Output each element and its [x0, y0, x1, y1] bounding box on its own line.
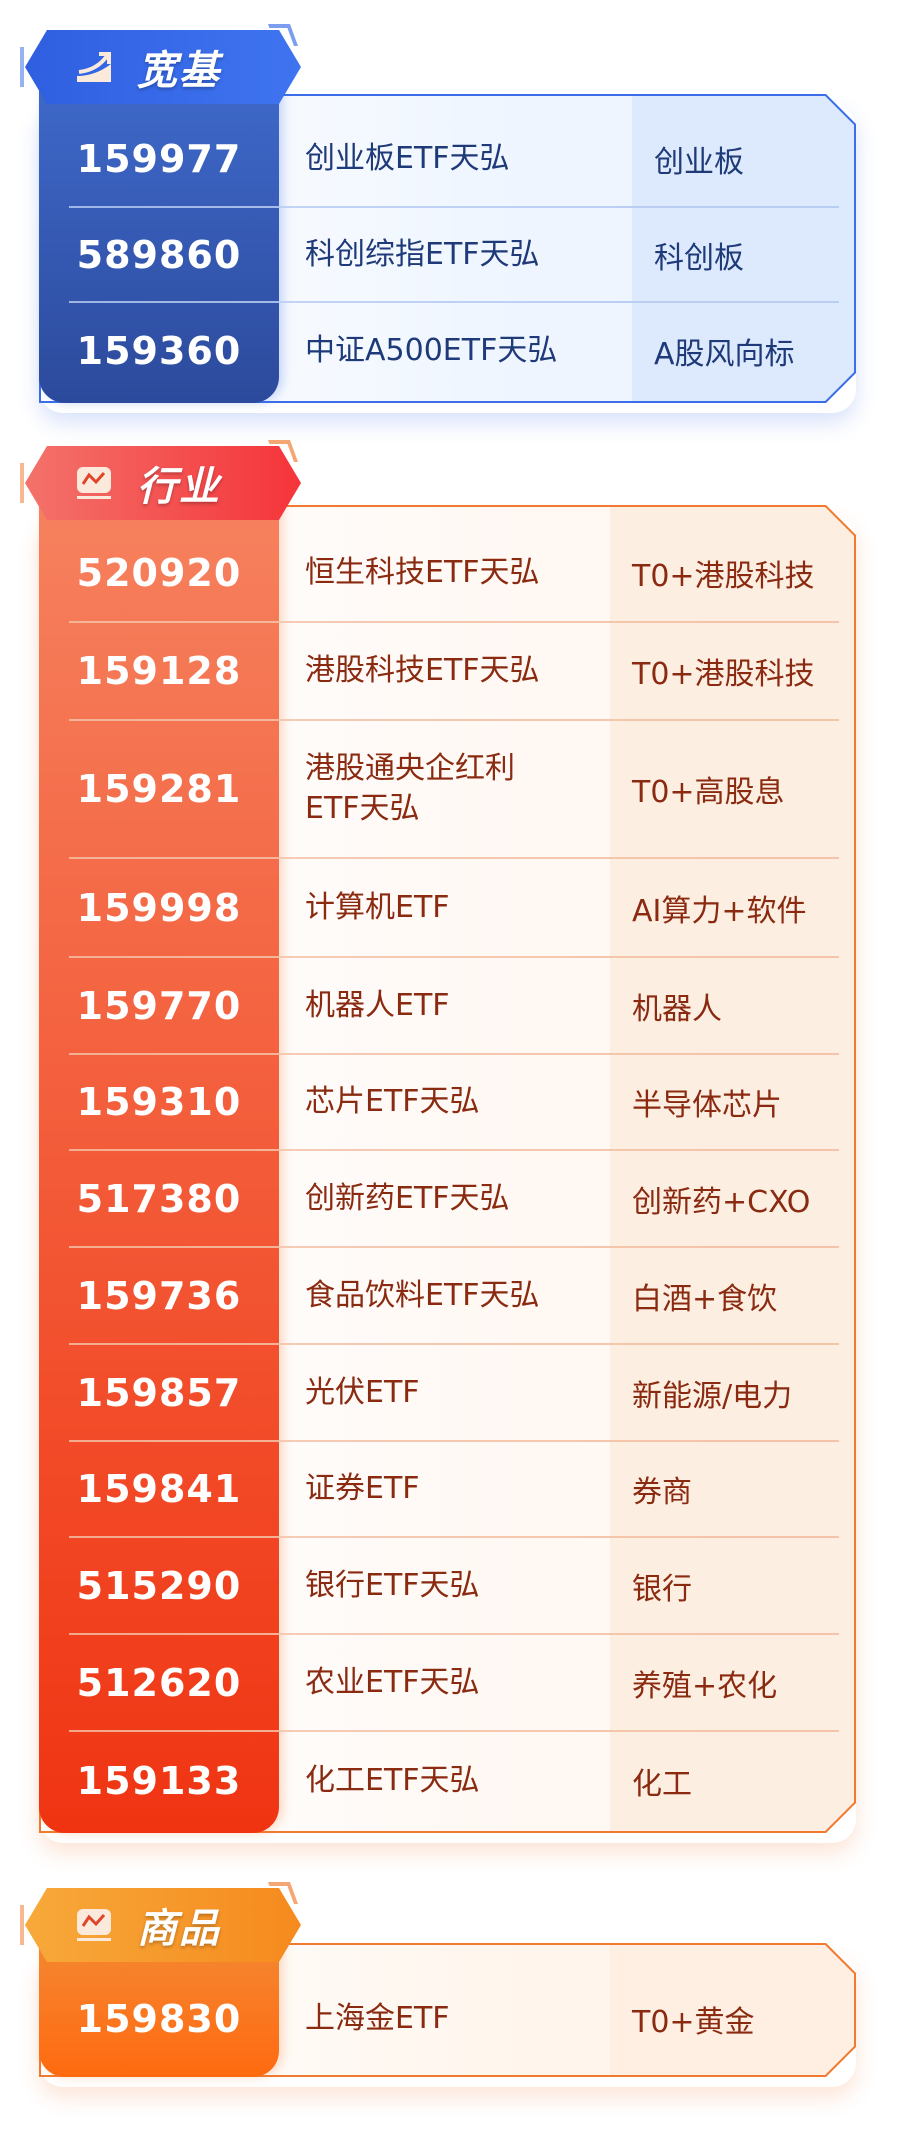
etf-row[interactable]: 159736 食品饮料ETF天弘 白酒+食饮 — [39, 1247, 856, 1344]
etf-name: 港股通央企红利 ETF天弘 — [305, 751, 515, 826]
etf-category: 科创板 — [654, 240, 744, 276]
code-column — [39, 486, 279, 1833]
section-label: 宽基 — [25, 30, 301, 104]
tag-column-bg — [610, 1945, 854, 2075]
row-divider — [69, 1149, 839, 1151]
row-divider — [69, 206, 839, 208]
etf-category: T0+高股息 — [632, 775, 785, 810]
row-divider — [69, 621, 839, 623]
etf-category: 白酒+食饮 — [632, 1281, 778, 1317]
etf-code: 159830 — [76, 1996, 242, 2041]
row-divider — [69, 1440, 839, 1442]
etf-name: 港股科技ETF天弘 — [305, 653, 540, 688]
row-divider — [69, 857, 839, 859]
row-divider — [69, 1536, 839, 1538]
section-title: 商品 — [137, 1906, 221, 1952]
etf-name: 芯片ETF天弘 — [305, 1084, 480, 1119]
etf-name: 化工ETF天弘 — [305, 1762, 480, 1798]
etf-code: 159841 — [76, 1467, 242, 1511]
etf-category: T0+黄金 — [632, 2004, 755, 2040]
etf-row[interactable]: 159128 港股科技ETF天弘 T0+港股科技 — [39, 622, 856, 720]
etf-name: 证券ETF — [305, 1471, 420, 1506]
row-divider — [69, 301, 839, 303]
etf-name: 农业ETF天弘 — [305, 1664, 480, 1700]
etf-name: 光伏ETF — [305, 1374, 420, 1410]
etf-row[interactable]: 159360 中证A500ETF天弘 A股风向标 — [39, 302, 856, 400]
etf-row[interactable]: 515290 银行ETF天弘 银行 — [39, 1537, 856, 1634]
etf-category: 创新药+CXO — [632, 1184, 811, 1220]
etf-name: 科创综指ETF天弘 — [305, 236, 540, 272]
etf-code: 159310 — [76, 1080, 242, 1124]
code-column — [39, 70, 279, 403]
trend-up-icon — [75, 50, 113, 84]
etf-code: 159128 — [76, 649, 242, 693]
section-title: 行业 — [137, 464, 221, 510]
tag-column-bg — [632, 96, 854, 401]
etf-name: 中证A500ETF天弘 — [305, 333, 558, 368]
etf-category: 银行 — [632, 1571, 692, 1607]
etf-name: 恒生科技ETF天弘 — [305, 555, 540, 590]
etf-code: 159770 — [76, 983, 242, 1028]
etf-code: 517380 — [76, 1176, 242, 1221]
etf-category: 券商 — [632, 1475, 692, 1510]
etf-category: 化工 — [632, 1766, 692, 1802]
etf-name: 食品饮料ETF天弘 — [305, 1277, 540, 1313]
etf-name: 银行ETF天弘 — [305, 1567, 480, 1603]
etf-code: 512620 — [76, 1660, 242, 1705]
section-label: 商品 — [25, 1888, 301, 1962]
tag-column-bg — [610, 507, 854, 1831]
etf-row[interactable]: 520920 恒生科技ETF天弘 T0+港股科技 — [39, 524, 856, 622]
row-divider — [69, 1053, 839, 1055]
etf-row[interactable]: 589860 科创综指ETF天弘 科创板 — [39, 207, 856, 302]
etf-category: 养殖+农化 — [632, 1668, 778, 1704]
row-divider — [69, 1343, 839, 1345]
etf-name: 计算机ETF — [305, 889, 450, 925]
etf-row[interactable]: 517380 创新药ETF天弘 创新药+CXO — [39, 1150, 856, 1247]
row-divider — [69, 956, 839, 958]
etf-code: 159977 — [76, 136, 242, 181]
etf-category: A股风向标 — [654, 337, 795, 372]
line-chart-icon — [75, 1908, 113, 1942]
etf-code: 159360 — [76, 329, 242, 373]
etf-code: 159281 — [76, 767, 242, 811]
etf-row[interactable]: 159977 创业板ETF天弘 创业板 — [39, 110, 856, 207]
etf-code: 159133 — [76, 1758, 242, 1803]
row-divider — [69, 1633, 839, 1635]
etf-category: 新能源/电力 — [632, 1378, 793, 1414]
etf-row[interactable]: 512620 农业ETF天弘 养殖+农化 — [39, 1634, 856, 1731]
etf-row[interactable]: 159998 计算机ETF AI算力+软件 — [39, 858, 856, 957]
etf-category: T0+港股科技 — [632, 657, 815, 692]
etf-name: 上海金ETF — [305, 2000, 450, 2036]
etf-category: 机器人 — [632, 991, 722, 1027]
etf-name: 创新药ETF天弘 — [305, 1180, 510, 1216]
section-title: 宽基 — [137, 48, 221, 94]
etf-code: 159736 — [76, 1273, 242, 1318]
etf-code: 589860 — [76, 232, 242, 277]
etf-category: 半导体芯片 — [632, 1088, 782, 1123]
etf-code: 515290 — [76, 1563, 242, 1608]
etf-row[interactable]: 159133 化工ETF天弘 化工 — [39, 1731, 856, 1830]
etf-code: 159857 — [76, 1370, 242, 1415]
etf-row[interactable]: 159281 港股通央企红利 ETF天弘 T0+高股息 — [39, 720, 856, 858]
etf-code: 520920 — [76, 551, 242, 595]
decor-bracket — [20, 463, 34, 503]
etf-row[interactable]: 159770 机器人ETF 机器人 — [39, 957, 856, 1054]
decor-bracket — [20, 47, 34, 87]
etf-row[interactable]: 159841 证券ETF 券商 — [39, 1441, 856, 1537]
etf-row[interactable]: 159830 上海金ETF T0+黄金 — [39, 1960, 856, 2077]
etf-row[interactable]: 159857 光伏ETF 新能源/电力 — [39, 1344, 856, 1441]
etf-name: 机器人ETF — [305, 987, 450, 1023]
decor-bracket — [20, 1905, 34, 1945]
etf-category: 创业板 — [654, 144, 744, 180]
etf-name: 创业板ETF天弘 — [305, 140, 510, 176]
etf-row[interactable]: 159310 芯片ETF天弘 半导体芯片 — [39, 1054, 856, 1150]
etf-category: AI算力+软件 — [632, 893, 807, 929]
section-label: 行业 — [25, 446, 301, 520]
line-chart-icon — [75, 466, 113, 500]
row-divider — [69, 1246, 839, 1248]
row-divider — [69, 1730, 839, 1732]
etf-code: 159998 — [76, 885, 242, 930]
row-divider — [69, 719, 839, 721]
etf-category: T0+港股科技 — [632, 559, 815, 594]
